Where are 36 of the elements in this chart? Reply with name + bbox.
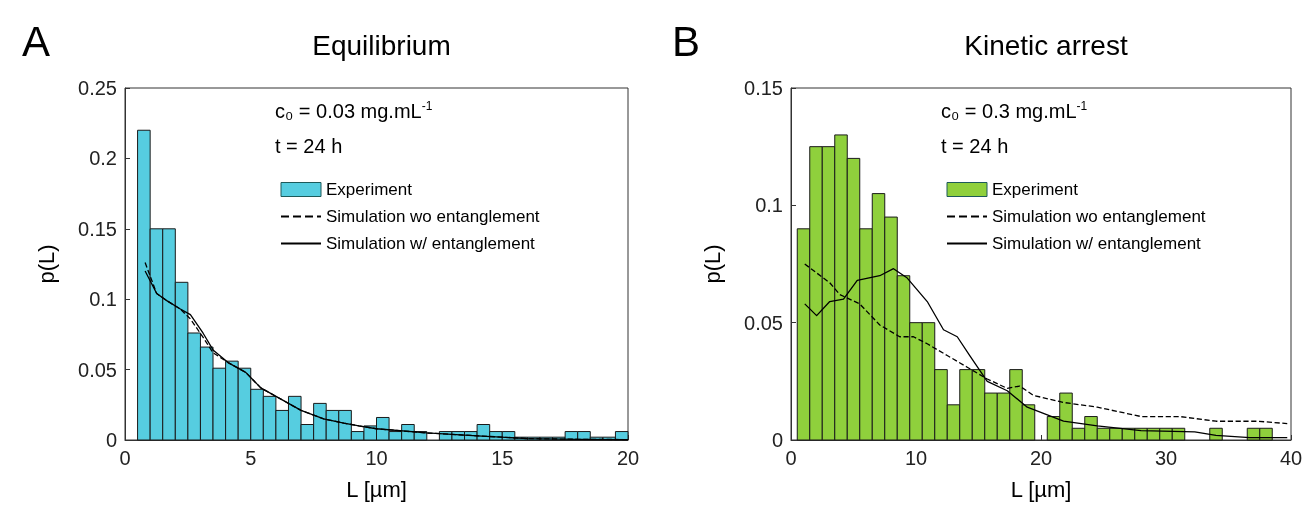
legend-label: Simulation w/ entanglement	[326, 234, 536, 253]
y-tick-label: 0	[105, 429, 117, 451]
text: B	[672, 17, 701, 65]
legend-label: Experiment	[992, 180, 1079, 199]
x-axis-title: L [µm]	[346, 476, 407, 502]
x-tick-label: 5	[245, 447, 257, 469]
y-tick-label: 0.1	[755, 194, 783, 217]
y-tick-label: 0.1	[89, 288, 117, 311]
x-tick-label: 0	[785, 447, 797, 469]
y-tick-label: 0.2	[89, 147, 117, 170]
annotation: t = 24 h	[941, 135, 1009, 157]
y-tick-label: 0.05	[78, 358, 117, 381]
x-axis-title: L [µm]	[1010, 476, 1072, 502]
x-tick-label: 10	[904, 447, 928, 469]
x-tick-label: 15	[491, 447, 514, 469]
y-tick-label: 0.15	[744, 77, 783, 99]
text: A	[22, 17, 51, 65]
legend-label: Simulation w/ entanglement	[992, 234, 1202, 253]
x-tick-label: 0	[119, 447, 131, 469]
x-tick-label: 20	[616, 447, 640, 469]
chart-title: Kinetic arrest	[964, 29, 1128, 61]
legend-label: Simulation wo entanglement	[326, 207, 540, 226]
x-tick-label: 10	[365, 447, 388, 469]
chart-title: Equilibrium	[312, 29, 451, 61]
y-tick-label: 0.25	[78, 77, 117, 99]
x-tick-label: 30	[1154, 447, 1178, 469]
legend-label: Experiment	[326, 180, 413, 199]
annotation: t = 24 h	[275, 135, 343, 157]
y-tick-label: 0.05	[744, 311, 783, 334]
y-tick-label: 0.15	[78, 217, 117, 240]
legend-label: Simulation wo entanglement	[992, 207, 1206, 226]
y-axis-title: p(L)	[699, 244, 725, 284]
x-tick-label: 40	[1279, 447, 1303, 469]
y-tick-label: 0	[771, 429, 783, 451]
y-axis-title: p(L)	[33, 244, 59, 284]
x-tick-label: 20	[1029, 447, 1053, 469]
